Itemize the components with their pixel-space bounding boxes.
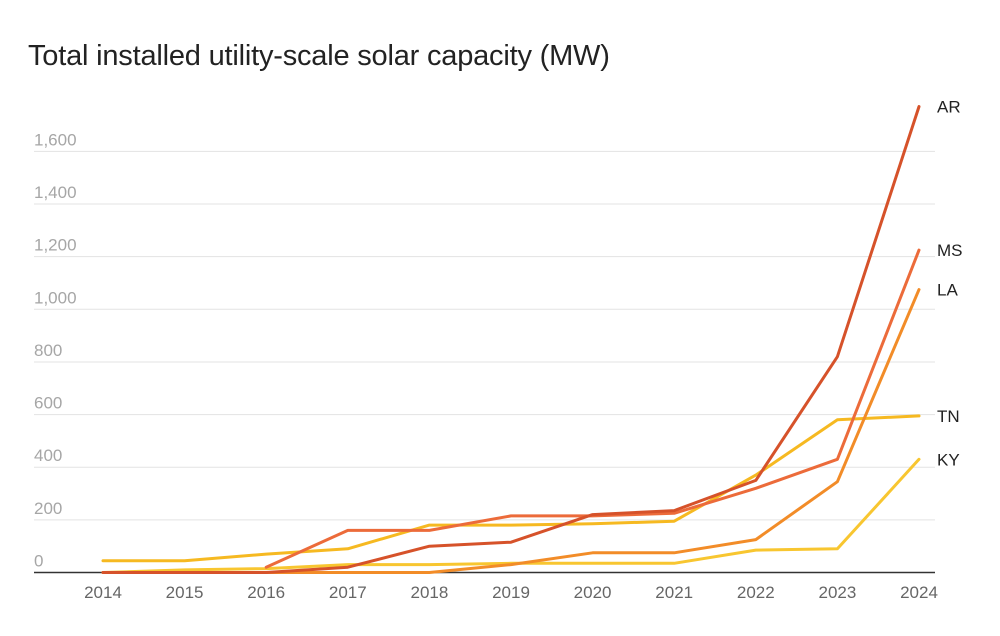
y-tick-label: 1,400	[34, 183, 77, 202]
series-line-la	[101, 288, 921, 574]
x-tick-label: 2024	[900, 583, 938, 602]
series-label-ms: MS	[937, 241, 963, 260]
y-tick-label: 0	[34, 552, 43, 571]
chart-title: Total installed utility-scale solar capa…	[28, 40, 610, 72]
y-tick-label: 1,600	[34, 130, 77, 149]
x-tick-label: 2021	[655, 583, 693, 602]
y-tick-label: 200	[34, 499, 62, 518]
x-tick-label: 2020	[574, 583, 612, 602]
x-tick-label: 2017	[329, 583, 367, 602]
series-label-la: LA	[937, 281, 958, 300]
series-label-tn: TN	[937, 407, 960, 426]
x-tick-label: 2019	[492, 583, 530, 602]
x-tick-label: 2015	[166, 583, 204, 602]
y-tick-label: 1,200	[34, 236, 77, 255]
x-tick-label: 2018	[410, 583, 448, 602]
y-tick-label: 600	[34, 394, 62, 413]
y-tick-label: 400	[34, 446, 62, 465]
x-tick-label: 2016	[247, 583, 285, 602]
series-label-ar: AR	[937, 98, 961, 117]
x-tick-label: 2022	[737, 583, 775, 602]
x-tick-label: 2014	[84, 583, 122, 602]
series-line-ar	[101, 105, 921, 574]
series-label-ky: KY	[937, 450, 960, 469]
y-tick-label: 800	[34, 341, 62, 360]
x-tick-label: 2023	[818, 583, 856, 602]
y-tick-label: 1,000	[34, 288, 77, 307]
series-line-tn	[101, 414, 921, 563]
